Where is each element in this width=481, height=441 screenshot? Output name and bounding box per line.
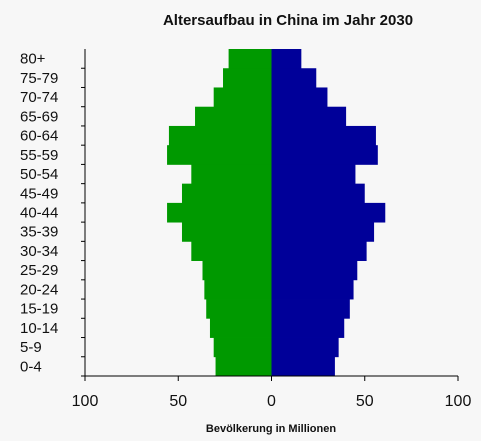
bar-left-65-69	[195, 106, 272, 127]
y-tick-label: 50-54	[20, 166, 58, 183]
bar-left-45-49	[181, 183, 272, 204]
bar-left-20-24	[204, 279, 272, 300]
y-tick-label: 10-14	[20, 320, 58, 337]
bar-right-5-9	[271, 337, 339, 358]
y-axis-tick-labels: 0-4 5-9 10-14 15-19 20-24 25-29 30-34 35-39 40-4…	[20, 51, 85, 377]
y-tick-label: 25-29	[20, 262, 58, 279]
bar-left-5-9	[213, 337, 272, 358]
bar-right-25-29	[271, 260, 358, 281]
y-tick-label: 30-34	[20, 243, 58, 260]
bar-right-65-69	[271, 106, 347, 127]
x-axis-ticks: 100 50 0 50 100	[72, 376, 472, 410]
x-tick-label: 50	[356, 393, 374, 410]
bar-left-35-39	[181, 222, 272, 242]
y-tick-label: 60-64	[20, 128, 58, 145]
x-tick-label: 0	[267, 393, 276, 410]
bar-left-70-74	[213, 87, 272, 108]
x-tick-label: 100	[72, 393, 99, 410]
bar-right-20-24	[271, 279, 354, 300]
x-axis-label: Bevölkerung in Millionen	[206, 423, 336, 435]
y-tick-label: 45-49	[20, 185, 58, 202]
bar-left-80+	[228, 49, 272, 69]
y-tick-label: 75-79	[20, 70, 58, 87]
bar-right-0-4	[271, 356, 335, 377]
bar-right-70-74	[271, 87, 328, 108]
y-tick-label: 55-59	[20, 147, 58, 164]
y-tick-label: 65-69	[20, 108, 58, 125]
bar-right-60-64	[271, 125, 376, 146]
bar-right-30-34	[271, 241, 367, 261]
bar-left-15-19	[206, 299, 272, 319]
bar-right-50-54	[271, 164, 356, 185]
x-tick-label: 50	[169, 393, 187, 410]
y-tick-label: 20-24	[20, 281, 58, 298]
bar-left-25-29	[202, 260, 272, 281]
bar-left-55-59	[167, 145, 272, 165]
bars-group	[167, 49, 386, 377]
bar-left-30-34	[191, 241, 272, 261]
bar-right-80+	[271, 49, 302, 69]
bar-right-45-49	[271, 183, 365, 204]
bar-left-40-44	[167, 202, 272, 223]
bar-left-75-79	[223, 68, 272, 88]
bar-right-15-19	[271, 299, 350, 319]
bar-left-50-54	[191, 164, 272, 185]
y-tick-label: 40-44	[20, 205, 58, 222]
bar-right-40-44	[271, 202, 386, 223]
bar-left-10-14	[209, 318, 272, 338]
bar-left-60-64	[168, 125, 272, 146]
bar-left-0-4	[215, 356, 272, 377]
bar-right-55-59	[271, 145, 378, 165]
bar-right-75-79	[271, 68, 317, 88]
bar-right-10-14	[271, 318, 345, 338]
y-tick-label: 70-74	[20, 89, 58, 106]
chart-title: Altersaufbau in China im Jahr 2030	[163, 12, 413, 29]
y-tick-label: 80+	[20, 51, 46, 68]
y-tick-label: 35-39	[20, 224, 58, 241]
y-tick-label: 5-9	[20, 339, 42, 356]
bar-right-35-39	[271, 222, 375, 242]
x-tick-label: 100	[445, 393, 472, 410]
y-tick-label: 15-19	[20, 301, 58, 318]
y-tick-label: 0-4	[20, 358, 42, 375]
